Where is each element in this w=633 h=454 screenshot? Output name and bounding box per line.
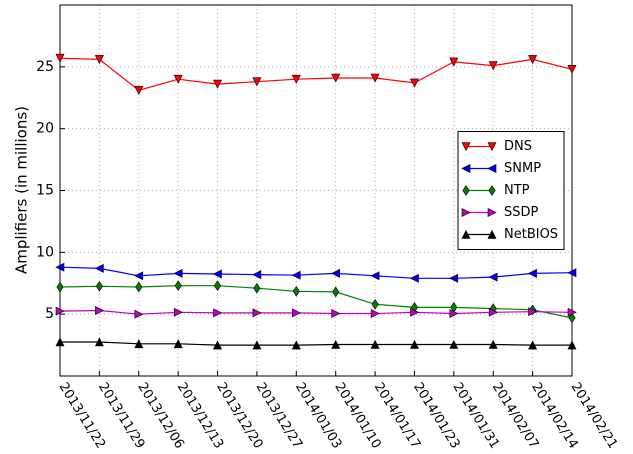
point-marker bbox=[174, 280, 182, 292]
point-marker bbox=[173, 339, 183, 349]
point-marker bbox=[134, 271, 144, 281]
point-marker bbox=[134, 309, 144, 319]
point-marker bbox=[55, 53, 65, 63]
point-marker bbox=[95, 280, 103, 292]
point-marker bbox=[488, 272, 498, 282]
series-line bbox=[59, 285, 573, 319]
point-marker bbox=[409, 273, 419, 283]
point-marker bbox=[252, 77, 262, 87]
point-marker bbox=[95, 306, 105, 315]
legend-label: NTP bbox=[504, 183, 530, 198]
point-marker bbox=[449, 339, 459, 349]
legend-marker bbox=[488, 185, 496, 196]
point-marker bbox=[291, 340, 301, 350]
y-axis-label: Amplifiers (in millions) bbox=[13, 106, 31, 274]
legend: DNS SNMP NTP SSDP NetBIOS bbox=[457, 131, 565, 250]
series-line bbox=[59, 309, 573, 315]
point-marker bbox=[55, 306, 65, 316]
point-marker bbox=[55, 337, 65, 347]
point-marker bbox=[213, 308, 223, 318]
point-marker bbox=[370, 271, 380, 281]
point-marker bbox=[410, 339, 419, 349]
point-marker bbox=[134, 339, 144, 349]
legend-marker bbox=[461, 142, 471, 152]
point-marker bbox=[291, 270, 301, 280]
legend-label: NetBIOS bbox=[504, 227, 558, 242]
point-marker bbox=[173, 307, 183, 317]
legend-marker bbox=[487, 142, 497, 152]
point-marker bbox=[331, 339, 341, 349]
point-marker bbox=[568, 312, 576, 324]
point-marker bbox=[213, 340, 222, 350]
point-marker bbox=[252, 270, 262, 280]
series-line bbox=[59, 57, 573, 91]
plot-frame bbox=[59, 4, 573, 377]
point-marker bbox=[449, 273, 459, 283]
point-marker bbox=[292, 285, 300, 297]
series-line bbox=[59, 266, 573, 279]
point-marker bbox=[212, 269, 222, 279]
point-marker bbox=[213, 280, 222, 292]
point-marker bbox=[291, 74, 301, 84]
point-marker bbox=[528, 55, 538, 65]
legend-marker bbox=[487, 208, 497, 217]
point-marker bbox=[94, 337, 104, 347]
point-marker bbox=[371, 298, 379, 310]
legend-marker bbox=[461, 229, 471, 239]
legend-label: SSDP bbox=[504, 205, 539, 220]
point-marker bbox=[410, 307, 420, 317]
point-marker bbox=[252, 308, 262, 318]
point-marker bbox=[488, 339, 498, 349]
point-marker bbox=[527, 268, 537, 278]
point-marker bbox=[410, 78, 419, 88]
point-marker bbox=[56, 281, 64, 293]
point-marker bbox=[173, 74, 183, 84]
point-marker bbox=[528, 307, 538, 317]
point-marker bbox=[567, 268, 577, 278]
point-marker bbox=[370, 73, 380, 83]
y-tick-label: 20 bbox=[36, 121, 54, 137]
legend-label: DNS bbox=[504, 139, 532, 154]
y-tick-label: 5 bbox=[45, 306, 54, 322]
point-marker bbox=[94, 55, 104, 65]
point-marker bbox=[449, 57, 459, 67]
point-marker bbox=[449, 309, 459, 318]
point-marker bbox=[134, 86, 144, 95]
point-marker bbox=[331, 309, 341, 318]
point-marker bbox=[55, 262, 65, 272]
point-marker bbox=[567, 340, 577, 350]
point-marker bbox=[567, 65, 577, 74]
point-marker bbox=[370, 339, 380, 349]
point-marker bbox=[488, 307, 498, 317]
series-line bbox=[60, 341, 572, 346]
legend-marker bbox=[487, 229, 497, 239]
point-marker bbox=[291, 308, 301, 318]
legend-marker bbox=[461, 208, 471, 217]
legend-marker bbox=[462, 185, 470, 196]
point-marker bbox=[253, 282, 261, 294]
point-marker bbox=[528, 340, 538, 350]
point-marker bbox=[370, 309, 380, 318]
point-marker bbox=[213, 79, 222, 89]
y-tick-label: 25 bbox=[36, 59, 54, 75]
legend-marker bbox=[487, 164, 497, 173]
point-marker bbox=[567, 307, 577, 317]
y-tick-label: 15 bbox=[36, 183, 54, 199]
point-marker bbox=[173, 268, 183, 278]
point-marker bbox=[94, 263, 104, 273]
point-marker bbox=[252, 340, 262, 350]
point-marker bbox=[332, 286, 340, 298]
y-tick-label: 10 bbox=[36, 244, 54, 260]
point-marker bbox=[331, 73, 341, 83]
point-marker bbox=[135, 281, 143, 293]
point-marker bbox=[331, 268, 341, 278]
legend-label: SNMP bbox=[504, 161, 541, 176]
point-marker bbox=[488, 61, 498, 71]
legend-marker bbox=[461, 164, 471, 173]
